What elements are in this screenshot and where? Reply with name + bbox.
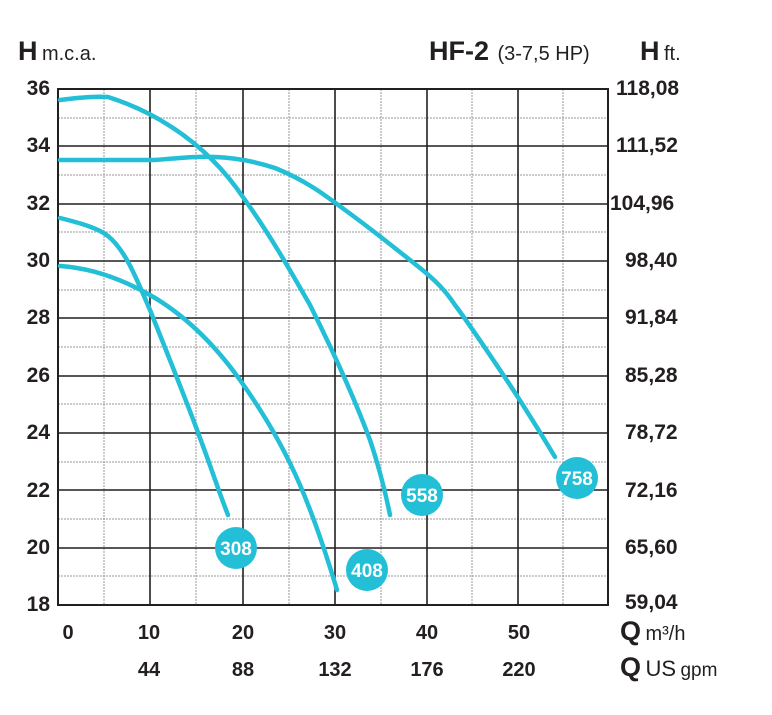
chart-title: HF-2 (3-7,5 HP) xyxy=(429,36,590,67)
flow-unit-m3h: m³/h xyxy=(645,623,686,645)
x-tick-20: 20 xyxy=(231,622,255,644)
flow-unit-us: US xyxy=(645,656,677,681)
right-axis-title: H ft. xyxy=(640,36,681,67)
y-tick-28: 28 xyxy=(26,306,50,329)
plot-frame xyxy=(57,88,609,606)
major-grid xyxy=(58,89,608,605)
left-axis-unit: m.c.a. xyxy=(41,43,97,65)
y-tick-18: 18 xyxy=(26,593,50,616)
flow-symbol-gpm: Q xyxy=(620,652,642,682)
x-tick-40: 40 xyxy=(415,622,439,644)
curve-758 xyxy=(57,154,558,460)
y-tick-26: 26 xyxy=(26,364,50,387)
left-axis-symbol: H xyxy=(18,36,38,66)
y-right-tick-5: 85,28 xyxy=(625,364,678,387)
x-axis-label-m3h: Q m³/h xyxy=(620,616,685,647)
y-tick-22: 22 xyxy=(26,479,50,502)
minor-grid xyxy=(58,89,608,605)
svg-text:308: 308 xyxy=(220,539,252,560)
y-tick-34: 34 xyxy=(26,134,50,157)
flow-symbol: Q xyxy=(620,616,642,646)
x-gpm-tick-132: 132 xyxy=(318,659,352,681)
left-axis-title: H m.c.a. xyxy=(18,36,96,67)
y-right-tick-8: 65,60 xyxy=(625,536,678,559)
y-tick-32: 32 xyxy=(26,192,50,215)
right-axis-unit: ft. xyxy=(663,43,681,65)
svg-text:558: 558 xyxy=(406,486,438,507)
y-right-tick-2: 104,96 xyxy=(610,192,675,215)
y-right-tick-3: 98,40 xyxy=(625,249,678,272)
x-tick-0: 0 xyxy=(62,622,74,644)
y-tick-24: 24 xyxy=(26,421,50,444)
y-tick-30: 30 xyxy=(26,249,50,272)
svg-text:758: 758 xyxy=(561,469,593,490)
curve-558 xyxy=(57,94,393,518)
x-gpm-tick-220: 220 xyxy=(502,659,536,681)
y-right-tick-1: 111,52 xyxy=(616,134,678,157)
y-tick-20: 20 xyxy=(26,536,50,559)
x-gpm-tick-44: 44 xyxy=(137,659,161,681)
pump-curves xyxy=(57,94,558,593)
x-axis-label-gpm: Q US gpm xyxy=(620,652,717,683)
flow-unit-gpm: gpm xyxy=(680,660,718,681)
y-right-tick-4: 91,84 xyxy=(625,306,678,329)
x-gpm-tick-88: 88 xyxy=(231,659,255,681)
y-right-tick-9: 59,04 xyxy=(625,591,678,614)
y-right-tick-7: 72,16 xyxy=(625,479,678,502)
badge-558: 558 xyxy=(401,474,443,516)
curve-308 xyxy=(57,215,231,518)
svg-text:408: 408 xyxy=(351,561,383,582)
right-axis-symbol: H xyxy=(640,36,660,66)
y-right-tick-0: 118,08 xyxy=(616,77,680,100)
badge-758: 758 xyxy=(556,457,598,499)
model-badges: 308 408 558 758 xyxy=(215,457,598,591)
y-tick-36: 36 xyxy=(26,77,50,100)
badge-408: 408 xyxy=(346,549,388,591)
model-name: HF-2 xyxy=(429,36,489,66)
x-gpm-tick-176: 176 xyxy=(410,659,444,681)
curve-408 xyxy=(57,263,340,593)
x-tick-50: 50 xyxy=(507,622,531,644)
power-range: (3-7,5 HP) xyxy=(497,43,590,65)
badge-308: 308 xyxy=(215,527,257,569)
x-tick-30: 30 xyxy=(323,622,347,644)
x-tick-10: 10 xyxy=(137,622,161,644)
y-right-tick-6: 78,72 xyxy=(625,421,678,444)
